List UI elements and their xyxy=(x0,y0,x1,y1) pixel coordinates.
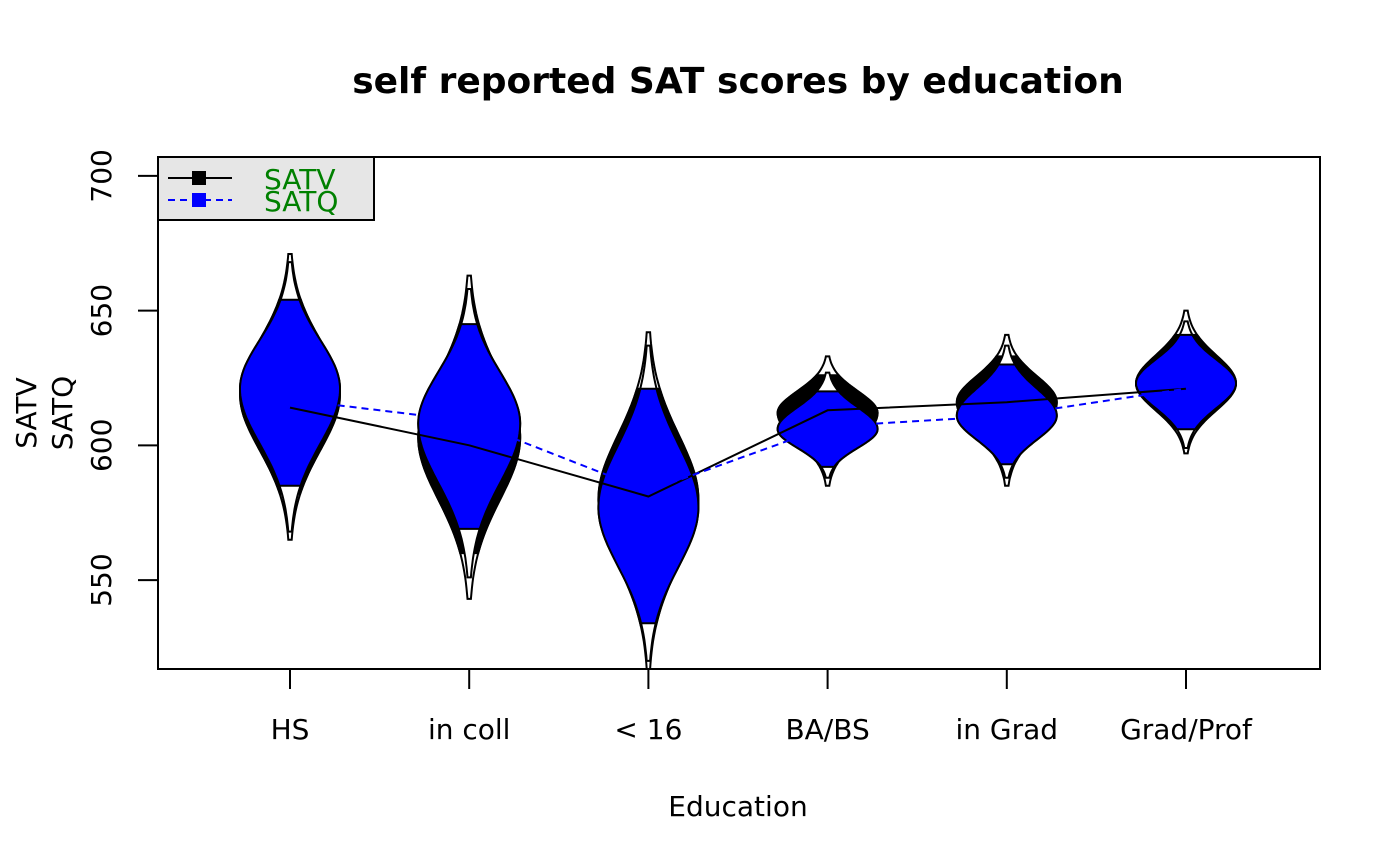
chart-title: self reported SAT scores by education xyxy=(352,61,1124,102)
violin-fill-satq-1 xyxy=(417,323,522,530)
violin-group xyxy=(238,253,1238,670)
y-tick-label-0: 550 xyxy=(85,553,118,606)
violin-fill-satq-2 xyxy=(597,387,700,625)
y-tick-label-1: 600 xyxy=(85,419,118,472)
legend-label-satq: SATQ xyxy=(264,185,338,218)
y-axis-title-line-1: SATV xyxy=(10,377,43,449)
violin-fill-satq-4 xyxy=(955,363,1058,466)
x-tick-label-4: in Grad xyxy=(956,713,1059,746)
x-axis: HS in coll < 16 BA/BS in Grad Grad/Prof xyxy=(271,669,1253,746)
violin-fill-satq-0 xyxy=(239,298,341,487)
plot-frame xyxy=(157,156,1321,670)
x-axis-title: Education xyxy=(668,790,807,823)
violin-fill-satq-3 xyxy=(776,390,879,468)
y-tick-label-2: 650 xyxy=(85,284,118,337)
mean-line-satv xyxy=(289,387,1187,498)
legend: SATV SATQ xyxy=(157,156,375,221)
mean-lines xyxy=(289,387,1187,498)
x-tick-label-1: in coll xyxy=(428,713,511,746)
x-tick-label-0: HS xyxy=(271,713,310,746)
legend-label-satv: SATV xyxy=(264,163,336,196)
x-tick-label-2: < 16 xyxy=(614,713,682,746)
legend-box xyxy=(157,156,375,221)
legend-marker-satq xyxy=(192,193,206,207)
mean-line-satq xyxy=(289,387,1187,493)
legend-marker-satv xyxy=(192,171,206,185)
y-axis: 550 600 650 700 xyxy=(85,149,158,607)
violin-fill-satq-5 xyxy=(1134,333,1238,431)
x-tick-label-3: BA/BS xyxy=(785,713,869,746)
x-tick-label-5: Grad/Prof xyxy=(1120,713,1253,746)
y-axis-title-line-2: SATQ xyxy=(46,376,79,450)
y-tick-label-3: 700 xyxy=(85,149,118,202)
